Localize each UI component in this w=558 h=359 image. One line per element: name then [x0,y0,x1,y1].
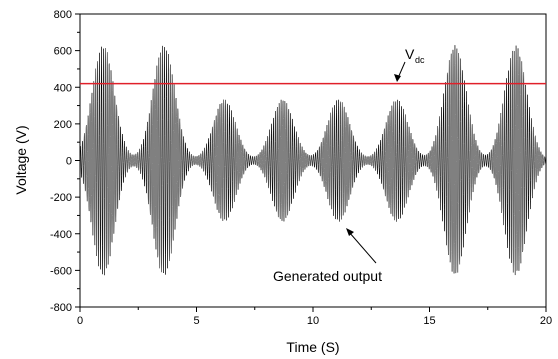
y-axis-title: Voltage (V) [13,125,29,194]
y-tick-label: -600 [50,265,72,277]
y-tick-label: 600 [54,46,72,58]
y-tick-label: 400 [54,82,72,94]
vdc-annotation: V dc [394,46,425,82]
y-tick-label: -200 [50,192,72,204]
vdc-arrow-line [397,61,406,79]
output-label: Generated output [273,268,382,284]
vdc-label-subscript: dc [415,55,425,65]
x-tick-label: 15 [423,315,435,327]
x-tick-label: 20 [540,315,552,327]
y-axis-ticks: -800 -600 -400 -200 0 200 400 600 800 [50,9,80,314]
y-tick-label: -800 [50,302,72,314]
plot-area [79,13,547,308]
y-tick-label: -400 [50,229,72,241]
vdc-label: V [405,46,415,62]
x-axis-title: Time (S) [286,339,339,355]
output-arrow-line [348,231,377,264]
x-tick-label: 5 [193,315,199,327]
x-tick-label: 10 [307,315,319,327]
vdc-arrow-head [394,74,401,82]
y-tick-label: 0 [66,156,72,168]
x-axis-ticks: 0 5 10 15 20 [77,307,552,327]
y-tick-label: 200 [54,119,72,131]
output-arrow-head [346,228,354,236]
output-annotation: Generated output [273,228,382,284]
x-tick-label: 0 [77,315,83,327]
waveform-series [79,45,547,276]
generated-output-waveform [79,45,547,276]
y-tick-label: 800 [54,9,72,21]
